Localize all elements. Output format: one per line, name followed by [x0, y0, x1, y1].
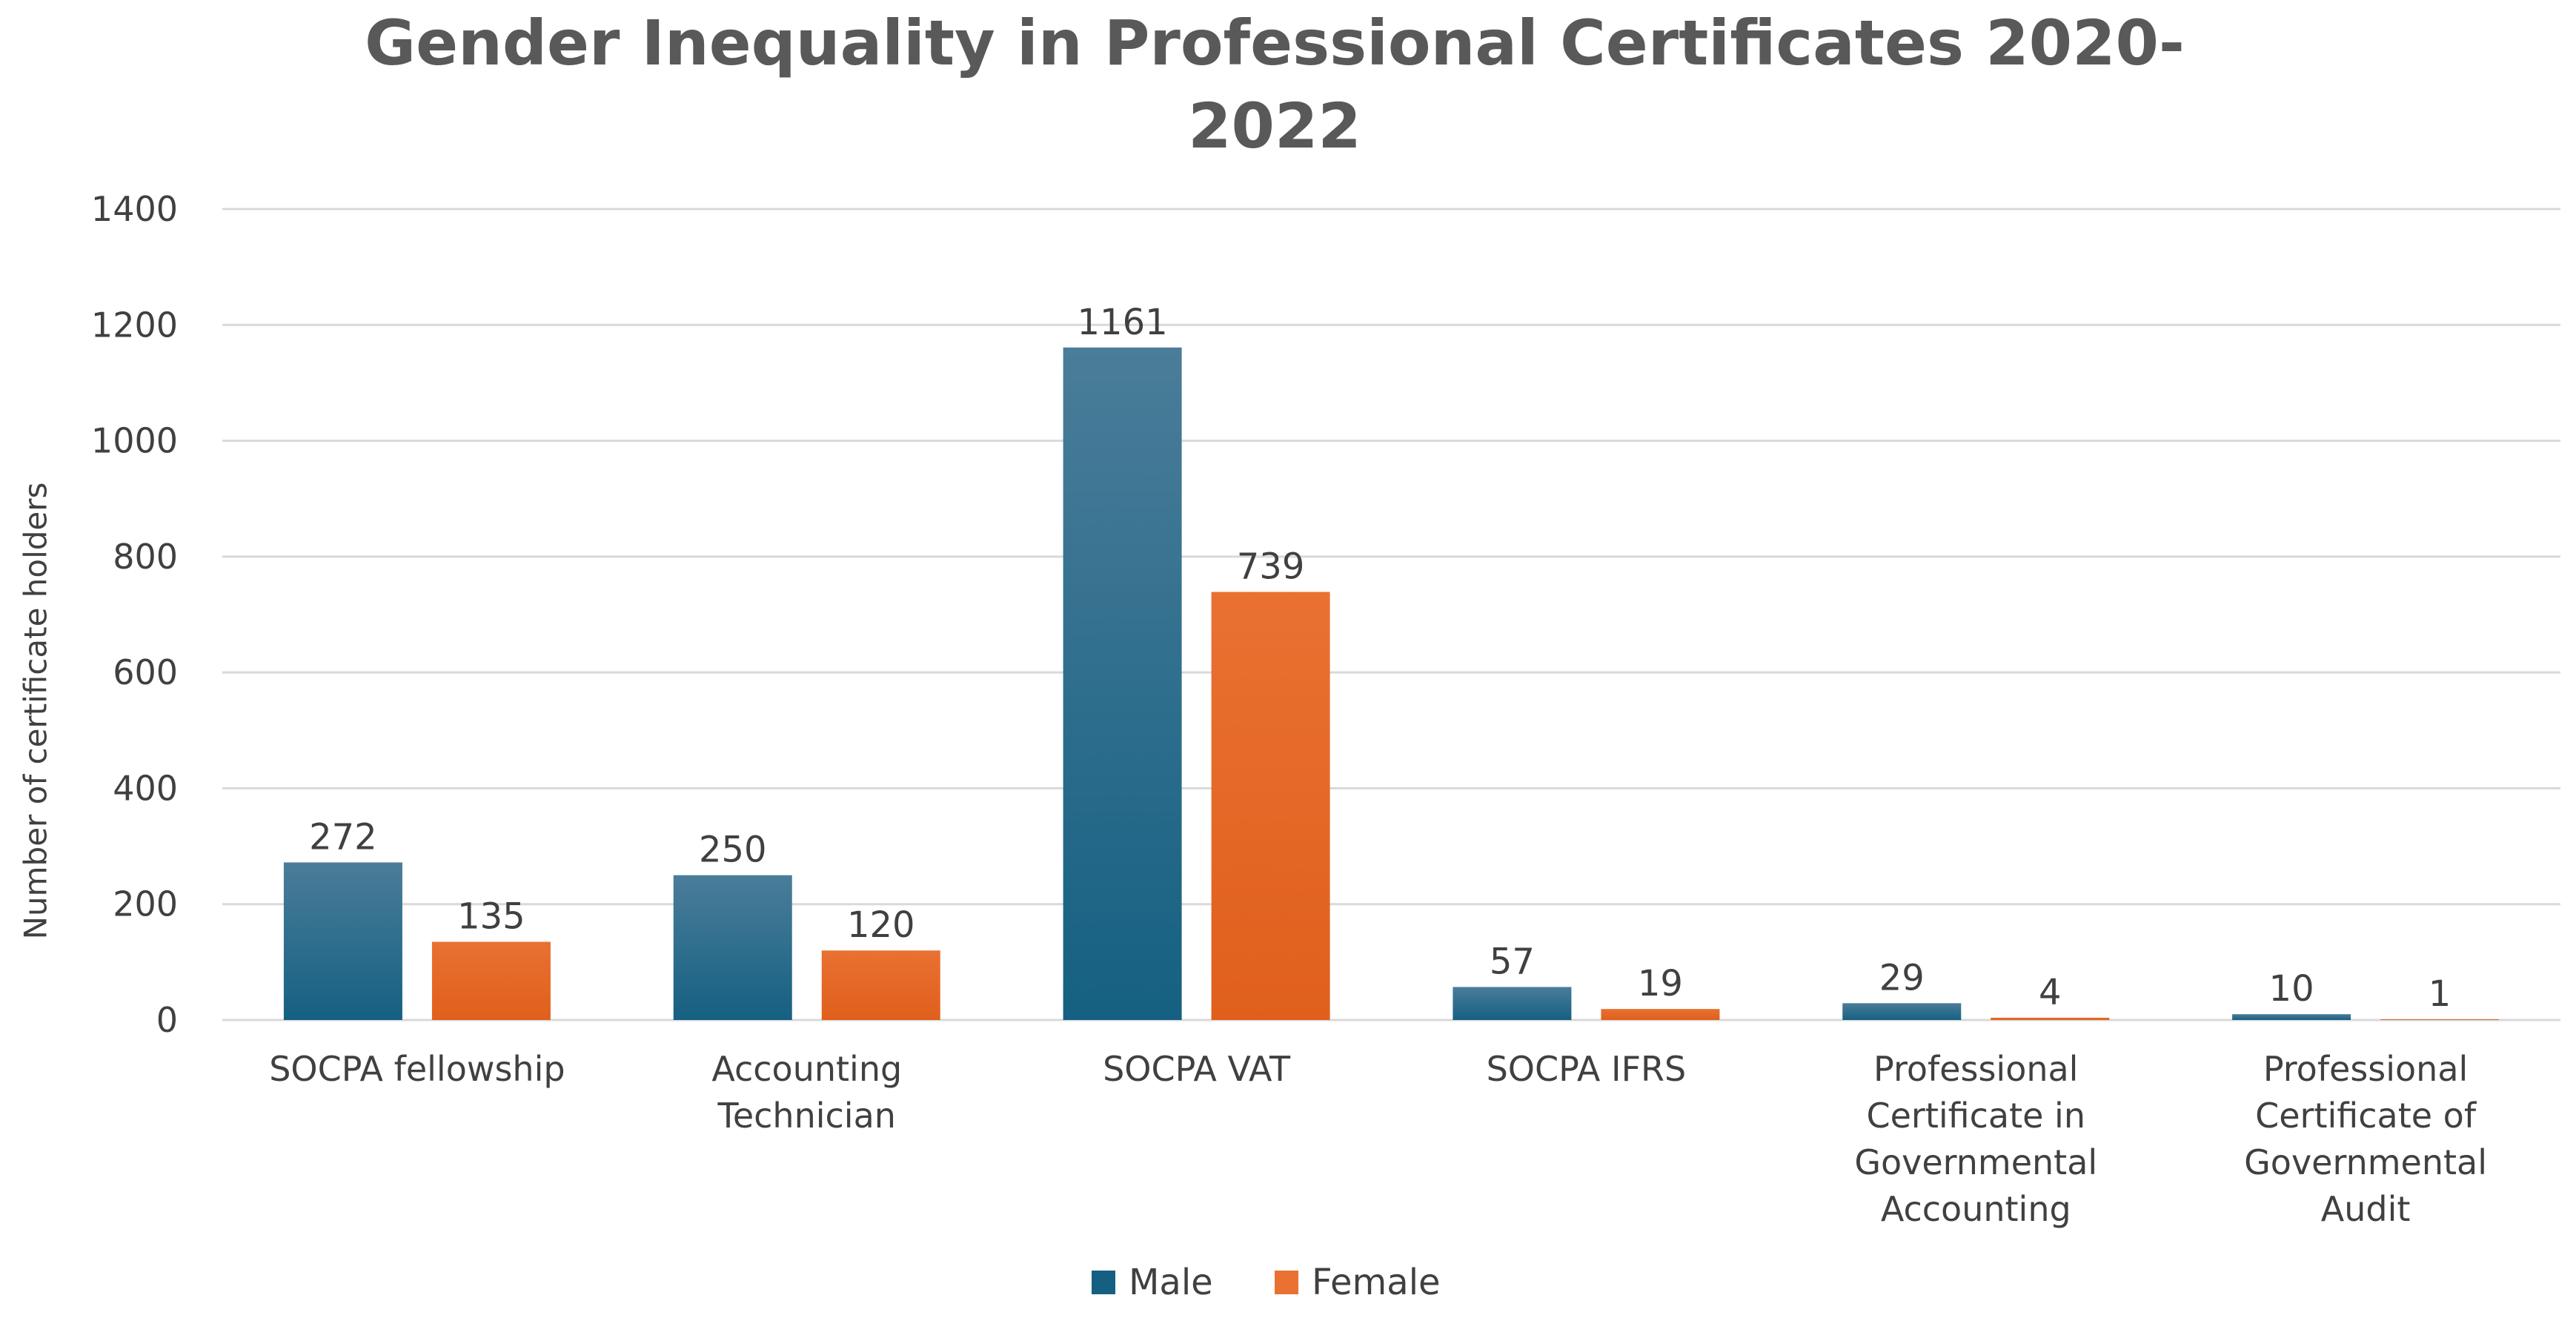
data-label-female: 120	[847, 904, 915, 946]
data-label-male: 10	[2269, 968, 2314, 1010]
data-label-female: 1	[2429, 973, 2451, 1015]
category-label: Professional Certificate in Governmental Ac…	[1854, 1049, 2097, 1229]
category-label-line: Governmental	[1854, 1142, 2097, 1182]
category-label-line: SOCPA VAT	[1103, 1049, 1291, 1089]
bar-female	[1991, 1017, 2110, 1020]
category-label-line: Accounting	[711, 1049, 902, 1089]
category-label: SOCPA IFRS	[1487, 1049, 1687, 1089]
legend-swatch-male	[1092, 1271, 1115, 1294]
category-label-line: Professional	[1873, 1049, 2078, 1089]
data-label-male: 1161	[1078, 302, 1168, 343]
category-label-line: SOCPA IFRS	[1487, 1049, 1687, 1089]
bars	[283, 347, 2500, 1020]
y-axis-title-group: Number of certificate holders	[18, 483, 54, 940]
data-label-female: 739	[1237, 546, 1305, 588]
legend-label-female: Female	[1312, 1262, 1441, 1303]
bar-male	[2232, 1014, 2351, 1020]
data-label-female: 4	[2039, 972, 2062, 1013]
data-label-male: 29	[1879, 957, 1925, 999]
y-axis-ticks: 0 200 400 600 800 1000 1200 1400	[91, 189, 178, 1040]
category-label-line: Certificate of	[2255, 1096, 2477, 1136]
bar-female	[1601, 1009, 1720, 1020]
bar-female	[821, 950, 940, 1020]
y-tick-label: 1200	[91, 305, 178, 345]
category-label-line: Technician	[717, 1096, 896, 1136]
legend-swatch-female	[1275, 1271, 1298, 1294]
category-label-line: Audit	[2321, 1189, 2411, 1229]
category-label-line: Professional	[2263, 1049, 2468, 1089]
bar-male	[1453, 987, 1572, 1020]
data-labels: 272 135 250 120 1161 739 57 19 29 4 10 1	[309, 302, 2451, 1015]
category-label: SOCPA fellowship	[269, 1049, 565, 1089]
bar-male	[673, 875, 792, 1020]
data-label-female: 19	[1638, 963, 1683, 1004]
category-label-line: Accounting	[1881, 1189, 2071, 1229]
bar-female	[1211, 592, 1330, 1020]
y-tick-label: 0	[156, 1000, 178, 1040]
y-tick-label: 200	[113, 884, 178, 924]
bar-female	[431, 941, 551, 1020]
category-label: SOCPA VAT	[1103, 1049, 1291, 1089]
y-tick-label: 800	[113, 537, 178, 577]
legend: Male Female	[1092, 1262, 1441, 1303]
bar-female	[2380, 1019, 2500, 1020]
bar-male	[283, 862, 402, 1020]
bar-male	[1063, 347, 1182, 1020]
data-label-male: 250	[699, 829, 767, 871]
legend-label-male: Male	[1129, 1262, 1213, 1303]
x-axis-categories: SOCPA fellowship Accounting Technician SOCP…	[269, 1049, 2487, 1229]
bar-male	[1842, 1003, 1962, 1020]
y-tick-label: 400	[113, 768, 178, 808]
chart-title-line: 2022	[1188, 90, 1361, 162]
category-label-line: Certificate in	[1867, 1096, 2086, 1136]
data-label-female: 135	[457, 896, 525, 938]
chart-title: Gender Inequality in Professional Certif…	[365, 7, 2185, 162]
y-axis-title: Number of certificate holders	[18, 483, 54, 940]
data-label-male: 57	[1490, 941, 1535, 982]
category-label-line: SOCPA fellowship	[269, 1049, 565, 1089]
data-label-male: 272	[309, 816, 377, 858]
category-label: Accounting Technician	[711, 1049, 902, 1136]
y-tick-label: 600	[113, 652, 178, 692]
y-tick-label: 1000	[91, 421, 178, 461]
category-label: Professional Certificate of Governmental Au…	[2244, 1049, 2487, 1229]
category-label-line: Governmental	[2244, 1142, 2487, 1182]
gridlines	[222, 208, 2560, 1021]
y-tick-label: 1400	[91, 189, 178, 229]
chart-title-line: Gender Inequality in Professional Certif…	[365, 7, 2185, 79]
